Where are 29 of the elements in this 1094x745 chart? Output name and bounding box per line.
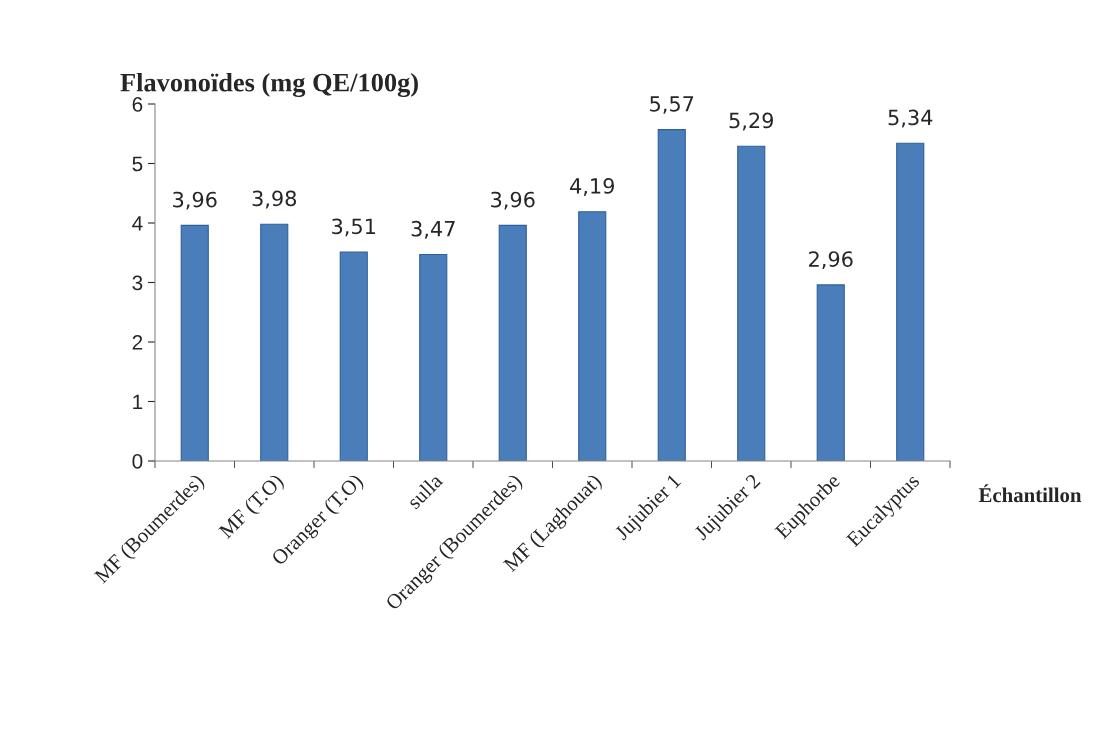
data-label: 5,57 [650,96,694,114]
data-label: 3,98 [252,190,297,209]
bar [657,129,686,461]
data-label: 3,51 [332,218,376,237]
x-axis-title: Échantillon [978,484,1082,503]
data-label: 5,34 [888,109,933,128]
y-tick-label: 3 [132,275,143,291]
bar [737,145,766,461]
data-label: 3,96 [173,191,217,210]
y-tick-label: 5 [132,156,143,172]
y-tick-label: 4 [132,216,143,231]
bar [180,224,209,461]
bar [339,251,368,461]
data-label: 3,47 [411,220,455,239]
bar [419,253,448,461]
bar [578,211,607,461]
bar [816,284,845,461]
bar [260,223,289,461]
data-label: 5,29 [729,112,773,131]
data-label: 3,96 [491,191,535,210]
data-label: 4,19 [570,178,614,196]
y-tick-label: 1 [133,394,143,410]
data-label: 2,96 [809,251,853,270]
y-tick-label: 0 [132,454,143,469]
bar [498,224,527,461]
y-tick-label: 6 [132,97,143,112]
bar [896,142,925,461]
y-tick-label: 2 [132,335,143,350]
chart-title: Flavonoïdes (mg QE/100g) [120,72,418,98]
